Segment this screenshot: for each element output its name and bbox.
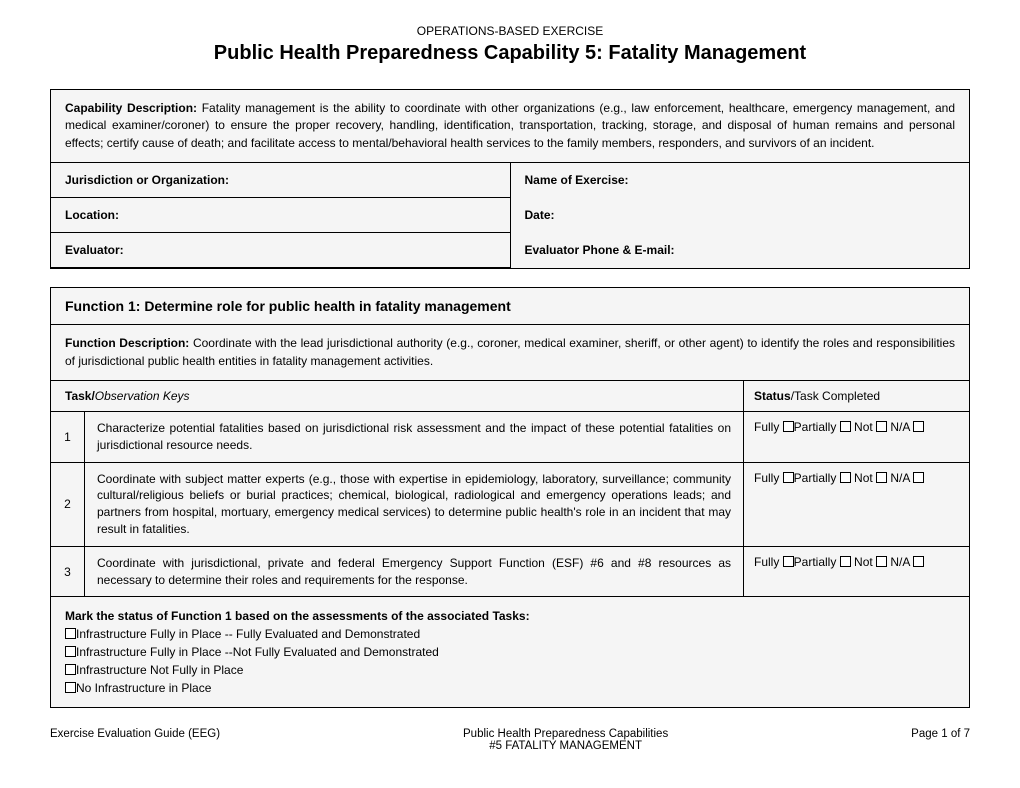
checkbox-not[interactable] — [876, 421, 887, 432]
task-row: 2 Coordinate with subject matter experts… — [51, 463, 969, 547]
mark-status-header: Mark the status of Function 1 based on t… — [65, 607, 955, 625]
task-status: Fully Partially Not N/A — [744, 463, 969, 547]
mark-option: Infrastructure Not Fully in Place — [65, 661, 955, 679]
task-text: Coordinate with jurisdictional, private … — [85, 547, 744, 598]
checkbox-partially[interactable] — [840, 472, 851, 483]
checkbox-na[interactable] — [913, 556, 924, 567]
task-row: 3 Coordinate with jurisdictional, privat… — [51, 547, 969, 598]
task-number: 1 — [51, 412, 85, 463]
footer-center: Public Health Preparedness Capabilities … — [463, 728, 668, 752]
task-text: Characterize potential fatalities based … — [85, 412, 744, 463]
field-location: Location: — [51, 198, 511, 233]
checkbox-na[interactable] — [913, 421, 924, 432]
field-date: Date: — [511, 198, 970, 233]
field-evaluator-contact: Evaluator Phone & E-mail: — [511, 233, 970, 268]
task-header-row: Task/Observation Keys Status/Task Comple… — [51, 381, 969, 412]
task-header-left: Task/Observation Keys — [51, 381, 744, 412]
function-title: Function 1: Determine role for public he… — [51, 288, 969, 325]
field-jurisdiction: Jurisdiction or Organization: — [51, 163, 511, 198]
function-description: Function Description: Coordinate with th… — [51, 325, 969, 381]
checkbox-partially[interactable] — [840, 421, 851, 432]
capability-label: Capability Description: — [65, 101, 197, 115]
task-row: 1 Characterize potential fatalities base… — [51, 412, 969, 463]
task-number: 2 — [51, 463, 85, 547]
checkbox-fully[interactable] — [783, 556, 794, 567]
checkbox-na[interactable] — [913, 472, 924, 483]
checkbox-mark[interactable] — [65, 664, 76, 675]
header-title: Public Health Preparedness Capability 5:… — [50, 42, 970, 65]
mark-option: Infrastructure Fully in Place --Not Full… — [65, 643, 955, 661]
field-evaluator: Evaluator: — [51, 233, 511, 268]
task-header-right: Status/Task Completed — [744, 381, 969, 412]
capability-section: Capability Description: Fatality managem… — [50, 89, 970, 269]
checkbox-not[interactable] — [876, 472, 887, 483]
checkbox-mark[interactable] — [65, 682, 76, 693]
task-status: Fully Partially Not N/A — [744, 547, 969, 598]
footer-right: Page 1 of 7 — [911, 728, 970, 752]
capability-description: Capability Description: Fatality managem… — [51, 90, 969, 163]
page-footer: Exercise Evaluation Guide (EEG) Public H… — [50, 728, 970, 752]
checkbox-fully[interactable] — [783, 472, 794, 483]
mark-option: No Infrastructure in Place — [65, 679, 955, 697]
task-text: Coordinate with subject matter experts (… — [85, 463, 744, 547]
checkbox-mark[interactable] — [65, 628, 76, 639]
function-desc-text: Coordinate with the lead jurisdictional … — [65, 336, 955, 367]
task-number: 3 — [51, 547, 85, 598]
checkbox-mark[interactable] — [65, 646, 76, 657]
task-status: Fully Partially Not N/A — [744, 412, 969, 463]
header-supertitle: OPERATIONS-BASED EXERCISE — [50, 24, 970, 38]
capability-text: Fatality management is the ability to co… — [65, 101, 955, 150]
checkbox-not[interactable] — [876, 556, 887, 567]
mark-option: Infrastructure Fully in Place -- Fully E… — [65, 625, 955, 643]
function-desc-label: Function Description: — [65, 336, 189, 350]
function-status-block: Mark the status of Function 1 based on t… — [51, 597, 969, 707]
checkbox-partially[interactable] — [840, 556, 851, 567]
checkbox-fully[interactable] — [783, 421, 794, 432]
function-section: Function 1: Determine role for public he… — [50, 287, 970, 708]
footer-left: Exercise Evaluation Guide (EEG) — [50, 728, 220, 752]
field-exercise: Name of Exercise: — [511, 163, 970, 198]
